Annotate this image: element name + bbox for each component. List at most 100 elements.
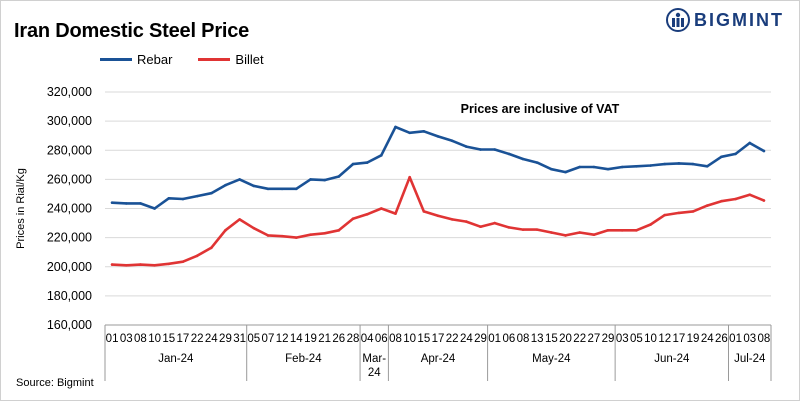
data-point-billet: [691, 210, 695, 213]
data-point-billet: [266, 234, 270, 237]
data-point-billet: [394, 212, 397, 215]
data-point-rebar: [606, 167, 610, 171]
data-point-rebar: [493, 148, 496, 151]
legend-item-rebar: Rebar: [100, 52, 172, 67]
data-point-billet: [436, 214, 440, 218]
y-tick-label: 240,000: [47, 202, 92, 216]
data-point-rebar: [365, 161, 369, 164]
data-point-billet: [649, 223, 652, 226]
x-tick-label: 29: [219, 333, 232, 345]
x-tick-label: 22: [191, 333, 204, 345]
x-tick-label: 08: [758, 333, 771, 345]
month-label: Apr-24: [421, 353, 456, 365]
data-point-rebar: [535, 161, 539, 164]
data-point-rebar: [705, 164, 709, 168]
x-tick-label: 06: [375, 333, 388, 345]
x-tick-label: 24: [460, 333, 473, 345]
y-tick-label: 280,000: [47, 143, 92, 157]
x-tick-label: 01: [729, 333, 742, 345]
data-point-rebar: [252, 184, 256, 188]
legend-label-billet: Billet: [235, 52, 264, 67]
data-point-rebar: [280, 187, 284, 191]
data-point-billet: [635, 229, 638, 232]
brand-name: BIGMINT: [694, 9, 784, 30]
data-point-billet: [309, 233, 312, 237]
data-point-billet: [748, 193, 752, 196]
data-point-billet: [465, 220, 468, 223]
x-tick-label: 24: [701, 333, 714, 345]
data-point-rebar: [224, 183, 227, 187]
data-point-billet: [507, 226, 511, 229]
data-point-billet: [280, 234, 284, 238]
data-point-billet: [294, 236, 298, 239]
data-point-billet: [365, 213, 369, 216]
x-tick-label: 08: [517, 333, 530, 345]
data-point-rebar: [436, 135, 440, 138]
data-point-billet: [620, 229, 624, 232]
data-point-rebar: [521, 157, 525, 161]
x-tick-label: 10: [644, 333, 657, 345]
x-tick-label: 13: [531, 333, 544, 345]
series-line-rebar: [110, 125, 766, 210]
data-point-rebar: [181, 197, 185, 201]
data-point-billet: [720, 199, 723, 203]
data-point-rebar: [592, 165, 596, 169]
data-point-rebar: [139, 202, 142, 205]
data-point-billet: [550, 231, 553, 234]
x-tick-label: 10: [148, 333, 161, 345]
data-point-billet: [677, 211, 681, 215]
data-point-billet: [535, 228, 539, 231]
x-tick-label: 12: [276, 333, 289, 345]
data-point-rebar: [578, 165, 582, 169]
x-tick-label: 20: [559, 333, 572, 345]
data-point-rebar: [408, 131, 411, 135]
x-tick-label: 29: [474, 333, 487, 345]
x-tick-label: 29: [602, 333, 615, 345]
data-point-billet: [252, 226, 256, 230]
data-point-billet: [124, 263, 128, 267]
y-axis-label: Prices in Rial/Kg: [15, 168, 27, 249]
data-point-rebar: [507, 152, 511, 156]
x-tick-label: 01: [488, 333, 501, 345]
data-point-rebar: [394, 125, 397, 129]
data-point-billet: [139, 263, 142, 266]
data-point-billet: [762, 199, 766, 202]
data-point-rebar: [677, 162, 681, 165]
data-point-billet: [238, 218, 241, 221]
chart-annotation: Prices are inclusive of VAT: [461, 102, 620, 116]
data-point-billet: [153, 263, 156, 267]
data-point-rebar: [422, 130, 426, 133]
data-point-billet: [323, 231, 326, 235]
legend-swatch-rebar: [100, 58, 132, 61]
data-point-billet: [606, 229, 610, 232]
x-tick-label: 27: [587, 333, 600, 345]
y-tick-label: 160,000: [47, 318, 92, 332]
data-point-billet: [422, 210, 426, 213]
data-point-billet: [351, 217, 355, 220]
month-label: Jun-24: [654, 353, 690, 365]
x-tick-label: 12: [658, 333, 671, 345]
data-point-rebar: [465, 145, 468, 148]
y-tick-label: 320,000: [47, 85, 92, 99]
brand-logo: BIGMINT: [666, 8, 784, 32]
data-point-billet: [564, 234, 567, 237]
data-point-rebar: [663, 162, 667, 166]
x-tick-label: 22: [446, 333, 459, 345]
x-tick-label: 17: [177, 333, 190, 345]
series-line-billet: [110, 175, 766, 267]
data-point-billet: [479, 225, 482, 229]
data-point-billet: [734, 197, 737, 201]
data-point-rebar: [110, 201, 114, 204]
chart-title: Iran Domestic Steel Price: [14, 20, 250, 42]
x-tick-label: 28: [347, 333, 360, 345]
month-label: Feb-24: [285, 353, 322, 365]
data-point-rebar: [479, 148, 482, 151]
x-tick-label: 07: [262, 333, 275, 345]
x-tick-label: 21: [318, 333, 331, 345]
x-tick-label: 17: [672, 333, 685, 345]
data-point-billet: [195, 254, 199, 258]
data-point-billet: [592, 233, 596, 237]
data-point-rebar: [309, 178, 312, 181]
data-point-rebar: [720, 155, 723, 159]
data-point-rebar: [450, 139, 454, 143]
